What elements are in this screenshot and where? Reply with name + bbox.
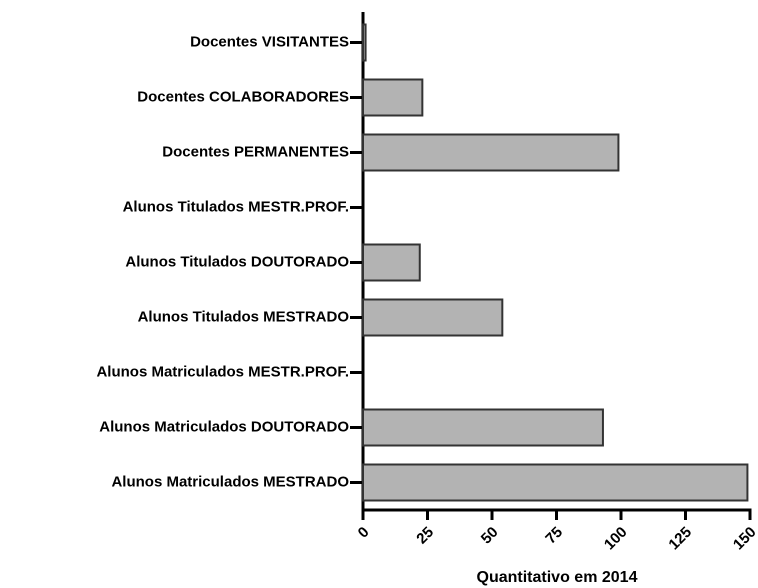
x-tick-label: 100 [601, 524, 631, 554]
bar [362, 23, 367, 62]
y-tick-label: Docentes VISITANTES [190, 33, 349, 50]
y-tick-label: Docentes COLABORADORES [137, 88, 349, 105]
y-tick-label: Alunos Titulados DOUTORADO [125, 253, 349, 270]
bar [362, 463, 749, 502]
x-tick-label: 75 [542, 524, 566, 548]
bar [362, 243, 421, 282]
y-tick-label: Alunos Matriculados MESTRADO [111, 473, 349, 490]
x-tick-label: 125 [665, 524, 695, 554]
x-tick-label: 50 [478, 524, 502, 548]
y-tick-label: Docentes PERMANENTES [162, 143, 349, 160]
x-tick-label: 25 [413, 524, 437, 548]
x-tick-label: 150 [730, 524, 758, 554]
x-tick-label: 0 [355, 524, 373, 542]
y-tick-label: Alunos Matriculados DOUTORADO [99, 418, 349, 435]
bar [362, 133, 620, 172]
y-tick-label: Alunos Titulados MESTR.PROF. [123, 198, 349, 215]
y-tick-label: Alunos Titulados MESTRADO [138, 308, 350, 325]
x-axis-label: Quantitativo em 2014 [477, 569, 638, 586]
bar [362, 408, 604, 447]
bar [362, 298, 504, 337]
y-tick-label: Alunos Matriculados MESTR.PROF. [96, 363, 349, 380]
bar [362, 78, 424, 117]
